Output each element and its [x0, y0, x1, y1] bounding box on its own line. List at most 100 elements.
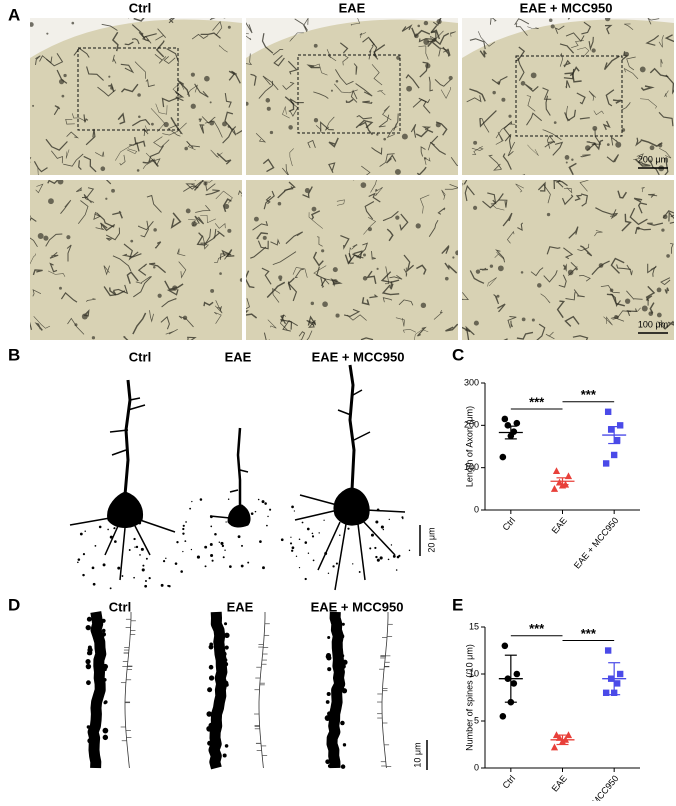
inset-box — [77, 47, 179, 131]
speck — [298, 566, 301, 569]
fiber — [648, 193, 658, 198]
fiber — [564, 187, 573, 194]
fiber — [30, 253, 36, 265]
data-point — [602, 689, 610, 696]
fiber — [389, 281, 394, 290]
cell — [360, 182, 367, 188]
spine — [224, 744, 229, 748]
fiber — [561, 194, 574, 206]
cell — [666, 254, 670, 258]
spine — [85, 624, 91, 631]
fiber — [214, 254, 227, 264]
fiber — [289, 148, 294, 167]
fiber — [658, 111, 674, 127]
cell — [501, 97, 506, 102]
cell — [184, 146, 188, 151]
fiber — [246, 33, 252, 41]
fiber — [377, 90, 386, 96]
fiber — [626, 56, 636, 71]
cell — [473, 320, 479, 326]
fiber — [371, 147, 383, 155]
speck — [144, 584, 148, 588]
fiber — [623, 67, 639, 80]
fiber — [430, 24, 441, 40]
fiber — [105, 180, 112, 185]
fiber — [359, 32, 367, 38]
cell — [624, 51, 629, 57]
fiber — [33, 161, 48, 173]
fiber — [368, 192, 381, 203]
speck — [375, 520, 379, 524]
data-point — [510, 680, 518, 687]
cell — [332, 279, 338, 285]
speck — [323, 519, 325, 521]
speck — [227, 498, 230, 501]
cell — [431, 38, 436, 43]
cell — [153, 228, 157, 232]
fiber — [143, 128, 149, 136]
speck — [190, 548, 193, 551]
speck — [235, 508, 238, 511]
speck — [327, 572, 330, 574]
fiber — [665, 74, 674, 95]
speck — [339, 534, 341, 536]
fiber — [161, 97, 178, 108]
fiber — [252, 221, 269, 231]
y-tick-label: 300 — [464, 377, 479, 387]
fiber — [155, 103, 168, 115]
cell — [567, 269, 574, 276]
fiber — [510, 320, 513, 328]
speck — [264, 502, 267, 505]
fiber — [419, 194, 430, 214]
fiber — [428, 76, 434, 92]
fiber — [112, 54, 117, 64]
fiber — [554, 25, 565, 34]
fiber — [353, 63, 358, 75]
fiber — [133, 276, 152, 298]
column-title: EAE — [227, 599, 254, 614]
fiber — [652, 265, 657, 277]
fiber — [270, 238, 280, 246]
speck — [247, 561, 250, 564]
fiber — [124, 41, 134, 46]
fiber — [403, 254, 415, 273]
fiber — [593, 110, 604, 116]
fiber — [149, 310, 154, 323]
fiber — [490, 202, 505, 211]
cell — [508, 114, 512, 118]
cell — [332, 267, 338, 273]
fiber — [154, 53, 167, 64]
fiber — [308, 319, 316, 328]
dendrite-images — [85, 611, 393, 770]
column-title: EAE — [225, 349, 252, 364]
fiber — [361, 297, 370, 306]
fiber — [277, 181, 296, 199]
cell — [153, 265, 156, 269]
cell — [520, 81, 526, 86]
fiber — [352, 250, 363, 259]
fiber — [565, 32, 585, 42]
speck — [210, 525, 213, 528]
fiber — [355, 83, 373, 97]
cell — [210, 288, 215, 293]
cell — [553, 121, 557, 124]
speck — [77, 561, 79, 564]
fiber — [303, 18, 309, 31]
spine — [224, 645, 229, 650]
fiber — [602, 120, 611, 131]
speck — [370, 533, 374, 537]
fiber — [146, 194, 162, 213]
panel-label: A — [8, 5, 20, 24]
fiber — [559, 43, 575, 54]
fiber — [261, 33, 274, 54]
fiber — [450, 31, 456, 37]
speck — [312, 559, 315, 562]
fiber — [138, 220, 154, 231]
spine — [208, 675, 215, 681]
fiber — [569, 66, 580, 77]
speck — [211, 559, 214, 562]
x-tick-label: EAE — [550, 515, 569, 535]
cell — [141, 32, 144, 35]
dendrite-trace — [258, 612, 266, 769]
fiber — [544, 141, 555, 148]
